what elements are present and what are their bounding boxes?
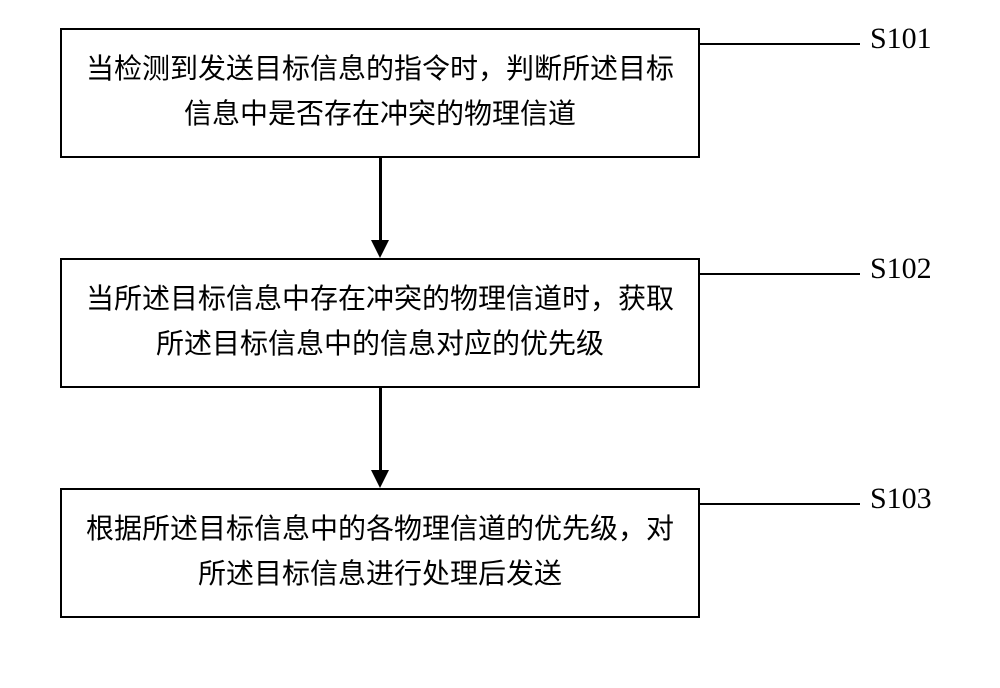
step-text: 当所述目标信息中存在冲突的物理信道时，获取所述目标信息中的信息对应的优先级 xyxy=(82,278,678,368)
connector-arrow xyxy=(379,388,382,472)
arrow-head-icon xyxy=(371,470,389,488)
step-label-s103: S103 xyxy=(870,482,932,516)
step-box-s103: 根据所述目标信息中的各物理信道的优先级，对所述目标信息进行处理后发送 xyxy=(60,488,700,618)
step-text: 根据所述目标信息中的各物理信道的优先级，对所述目标信息进行处理后发送 xyxy=(82,508,678,598)
leader-line xyxy=(700,43,860,45)
arrow-head-icon xyxy=(371,240,389,258)
step-label-s102: S102 xyxy=(870,252,932,286)
step-label-s101: S101 xyxy=(870,22,932,56)
leader-line xyxy=(700,273,860,275)
step-text: 当检测到发送目标信息的指令时，判断所述目标信息中是否存在冲突的物理信道 xyxy=(82,48,678,138)
step-box-s102: 当所述目标信息中存在冲突的物理信道时，获取所述目标信息中的信息对应的优先级 xyxy=(60,258,700,388)
connector-arrow xyxy=(379,158,382,242)
flowchart-canvas: 当检测到发送目标信息的指令时，判断所述目标信息中是否存在冲突的物理信道 当所述目… xyxy=(0,0,1000,688)
step-box-s101: 当检测到发送目标信息的指令时，判断所述目标信息中是否存在冲突的物理信道 xyxy=(60,28,700,158)
leader-line xyxy=(700,503,860,505)
